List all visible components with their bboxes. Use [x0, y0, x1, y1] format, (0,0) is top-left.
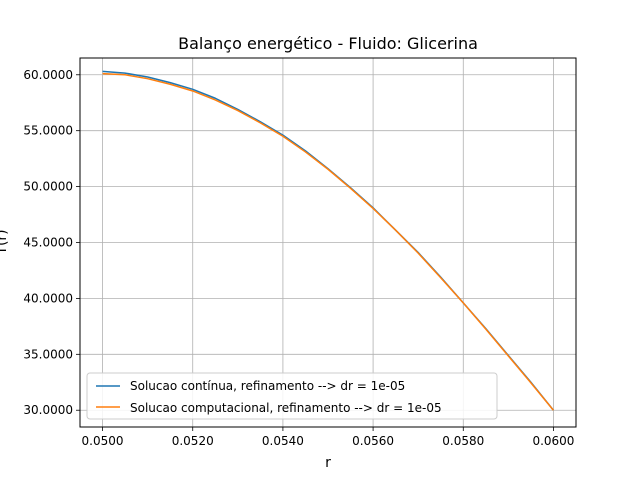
legend: Solucao contínua, refinamento --> dr = 1…	[86, 372, 498, 420]
chart-title: Balanço energético - Fluido: Glicerina	[178, 34, 478, 53]
y-tick-label: 40.0000	[23, 291, 73, 305]
x-tick-label: 0.0500	[82, 434, 124, 448]
legend-label-series-2: Solucao computacional, refinamento --> d…	[130, 401, 442, 415]
x-tick-label: 0.0560	[352, 434, 394, 448]
y-tick-label: 60.0000	[23, 68, 73, 82]
legend-label-series-1: Solucao contínua, refinamento --> dr = 1…	[130, 379, 405, 393]
series-2-line	[102, 72, 555, 411]
y-axis-label: T(r)	[0, 229, 10, 255]
y-tick-label: 55.0000	[23, 124, 73, 138]
axis-ticks: 0.0500 0.0520 0.0540 0.0560 0.0580 0.0600 30.0…	[23, 68, 574, 448]
y-tick-label: 30.0000	[23, 403, 73, 417]
x-axis-label: r	[325, 455, 331, 471]
y-tick-label: 35.0000	[23, 347, 73, 361]
series-lines	[102, 70, 555, 411]
y-tick-label: 45.0000	[23, 236, 73, 250]
legend-box	[86, 372, 498, 420]
x-tick-label: 0.0600	[532, 434, 574, 448]
x-tick-label: 0.0540	[262, 434, 304, 448]
x-tick-label: 0.0580	[442, 434, 484, 448]
y-tick-label: 50.0000	[23, 180, 73, 194]
grid	[80, 58, 576, 427]
x-tick-label: 0.0520	[172, 434, 214, 448]
